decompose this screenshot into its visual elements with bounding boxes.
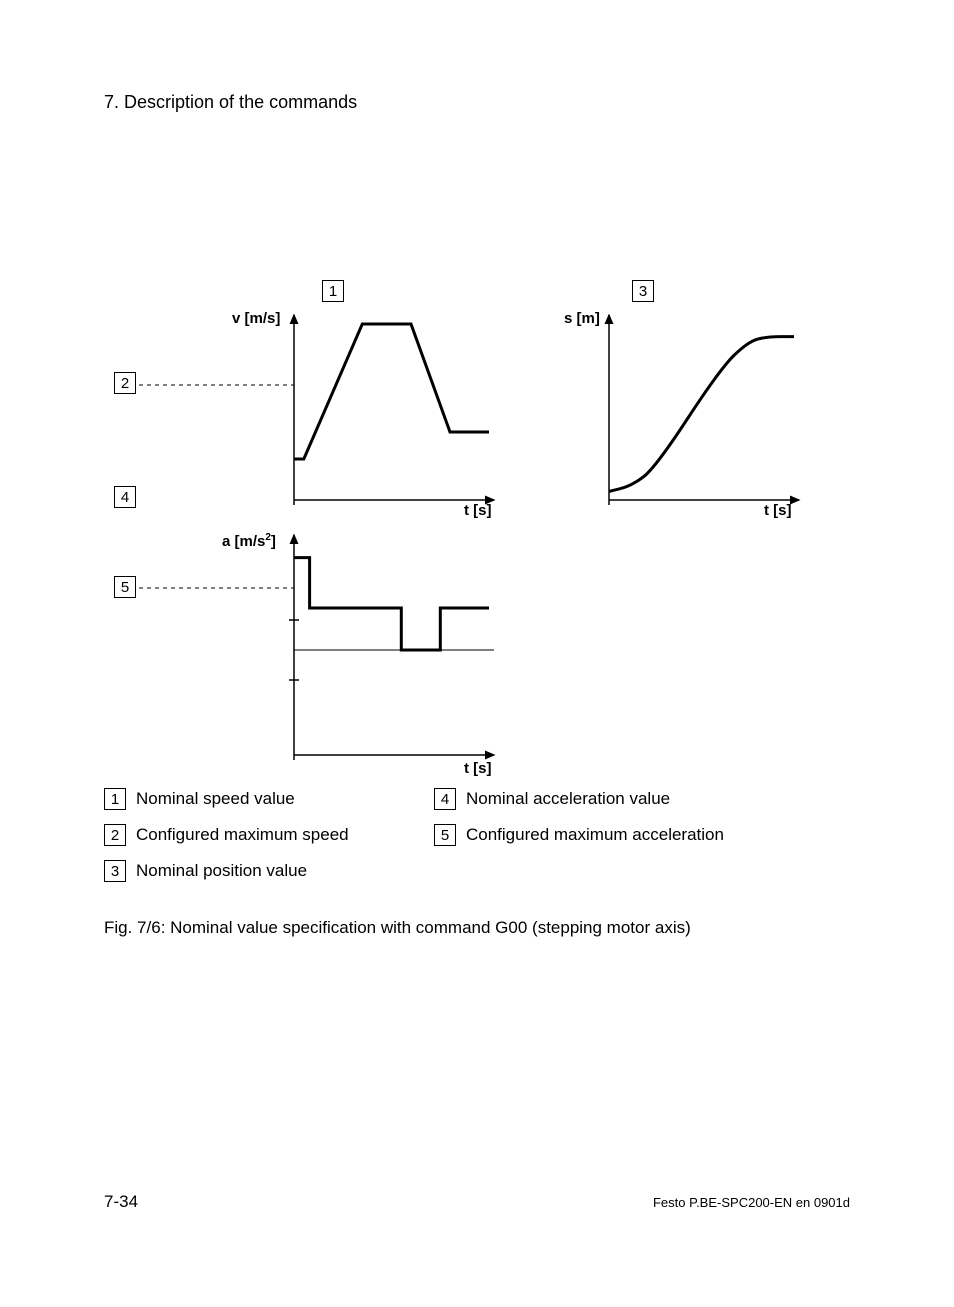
doc-id: Festo P.BE-SPC200-EN en 0901d [653,1195,850,1210]
legend-item: 5 Configured maximum acceleration [434,824,764,846]
legend-text: Nominal position value [136,861,307,881]
legend-text: Configured maximum acceleration [466,825,724,845]
legend-text: Configured maximum speed [136,825,349,845]
legend-num: 3 [104,860,126,882]
legend-item: 1 Nominal speed value [104,788,434,810]
legend: 1 Nominal speed value 4 Nominal accelera… [104,788,854,896]
legend-text: Nominal speed value [136,789,295,809]
section-heading: 7. Description of the commands [104,92,357,113]
page: 7. Description of the commands 1 2 3 4 5… [0,0,954,1307]
page-number: 7-34 [104,1192,138,1212]
figure: 1 2 3 4 5 v [m/s] s [m] a [m/s2] t [s] t… [104,270,854,800]
legend-item: 2 Configured maximum speed [104,824,434,846]
figure-caption: Fig. 7/6: Nominal value specification wi… [104,918,691,938]
legend-item: 4 Nominal acceleration value [434,788,764,810]
footer: 7-34 Festo P.BE-SPC200-EN en 0901d [104,1192,850,1212]
charts-svg [104,270,854,800]
legend-num: 4 [434,788,456,810]
legend-num: 2 [104,824,126,846]
legend-num: 1 [104,788,126,810]
legend-num: 5 [434,824,456,846]
legend-text: Nominal acceleration value [466,789,670,809]
legend-item: 3 Nominal position value [104,860,434,882]
